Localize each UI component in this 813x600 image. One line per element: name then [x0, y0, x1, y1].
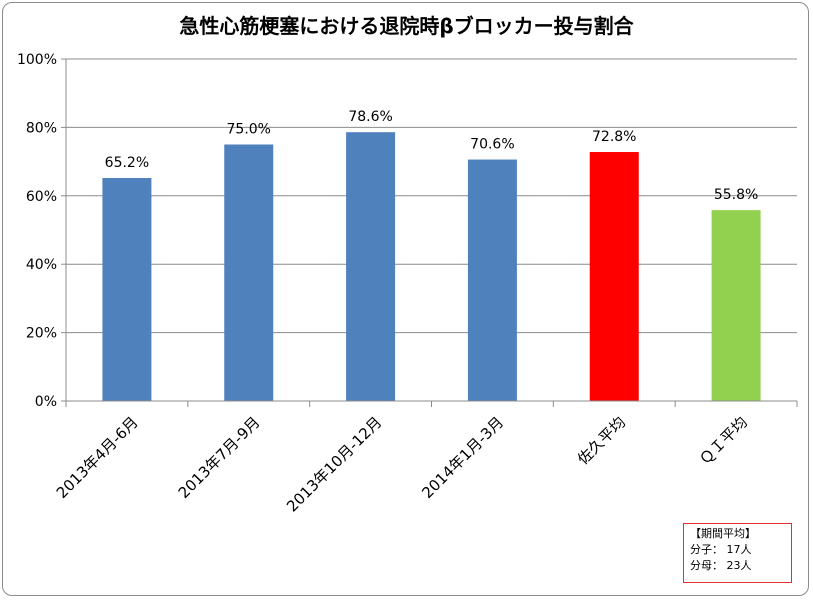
y-tick-label: 40% — [26, 257, 57, 273]
data-label: 70.6% — [470, 137, 514, 153]
data-label: 75.0% — [227, 122, 271, 138]
chart-title: 急性心筋梗塞における退院時βブロッカー投与割合 — [179, 14, 634, 38]
y-tick-label: 0% — [35, 394, 57, 410]
x-tick-label: ＱＩ平均 — [696, 413, 751, 468]
summary-title: 【期間平均】 — [690, 527, 756, 540]
bar — [467, 159, 517, 401]
data-label: 55.8% — [714, 187, 758, 203]
x-tick-label: 佐久平均 — [574, 413, 629, 468]
bar — [711, 210, 761, 401]
axes — [65, 59, 797, 402]
data-label: 72.8% — [592, 129, 636, 145]
bar — [346, 132, 396, 402]
summary-box: 【期間平均】 分子： 17人 分母： 23人 — [683, 523, 792, 583]
y-tick-label: 60% — [26, 189, 57, 205]
y-axis-ticks: 0% 20% 40% 60% 80% 100% — [17, 52, 66, 410]
y-tick-label: 80% — [26, 120, 57, 136]
gridlines — [66, 58, 797, 402]
bars — [102, 132, 761, 402]
bar — [224, 144, 274, 401]
data-label: 78.6% — [348, 109, 392, 125]
x-tick-label: 2014年1月-3月 — [418, 413, 507, 502]
x-tick-label: 2013年10月-12月 — [283, 413, 385, 515]
bar — [589, 152, 639, 401]
summary-denominator: 分母： 23人 — [690, 559, 752, 572]
summary-numerator: 分子： 17人 — [690, 543, 752, 556]
y-tick-label: 20% — [26, 326, 57, 342]
data-label: 65.2% — [105, 155, 149, 171]
data-labels: 65.2% 75.0% 78.6% 70.6% 72.8% 55.8% — [105, 109, 759, 203]
x-axis-ticks: 2013年4月-6月 2013年7月-9月 2013年10月-12月 2014年1月-… — [53, 401, 798, 515]
bar — [102, 178, 152, 401]
y-tick-label: 100% — [17, 52, 57, 68]
x-tick-label: 2013年7月-9月 — [175, 413, 264, 502]
x-tick-label: 2013年4月-6月 — [53, 413, 142, 502]
